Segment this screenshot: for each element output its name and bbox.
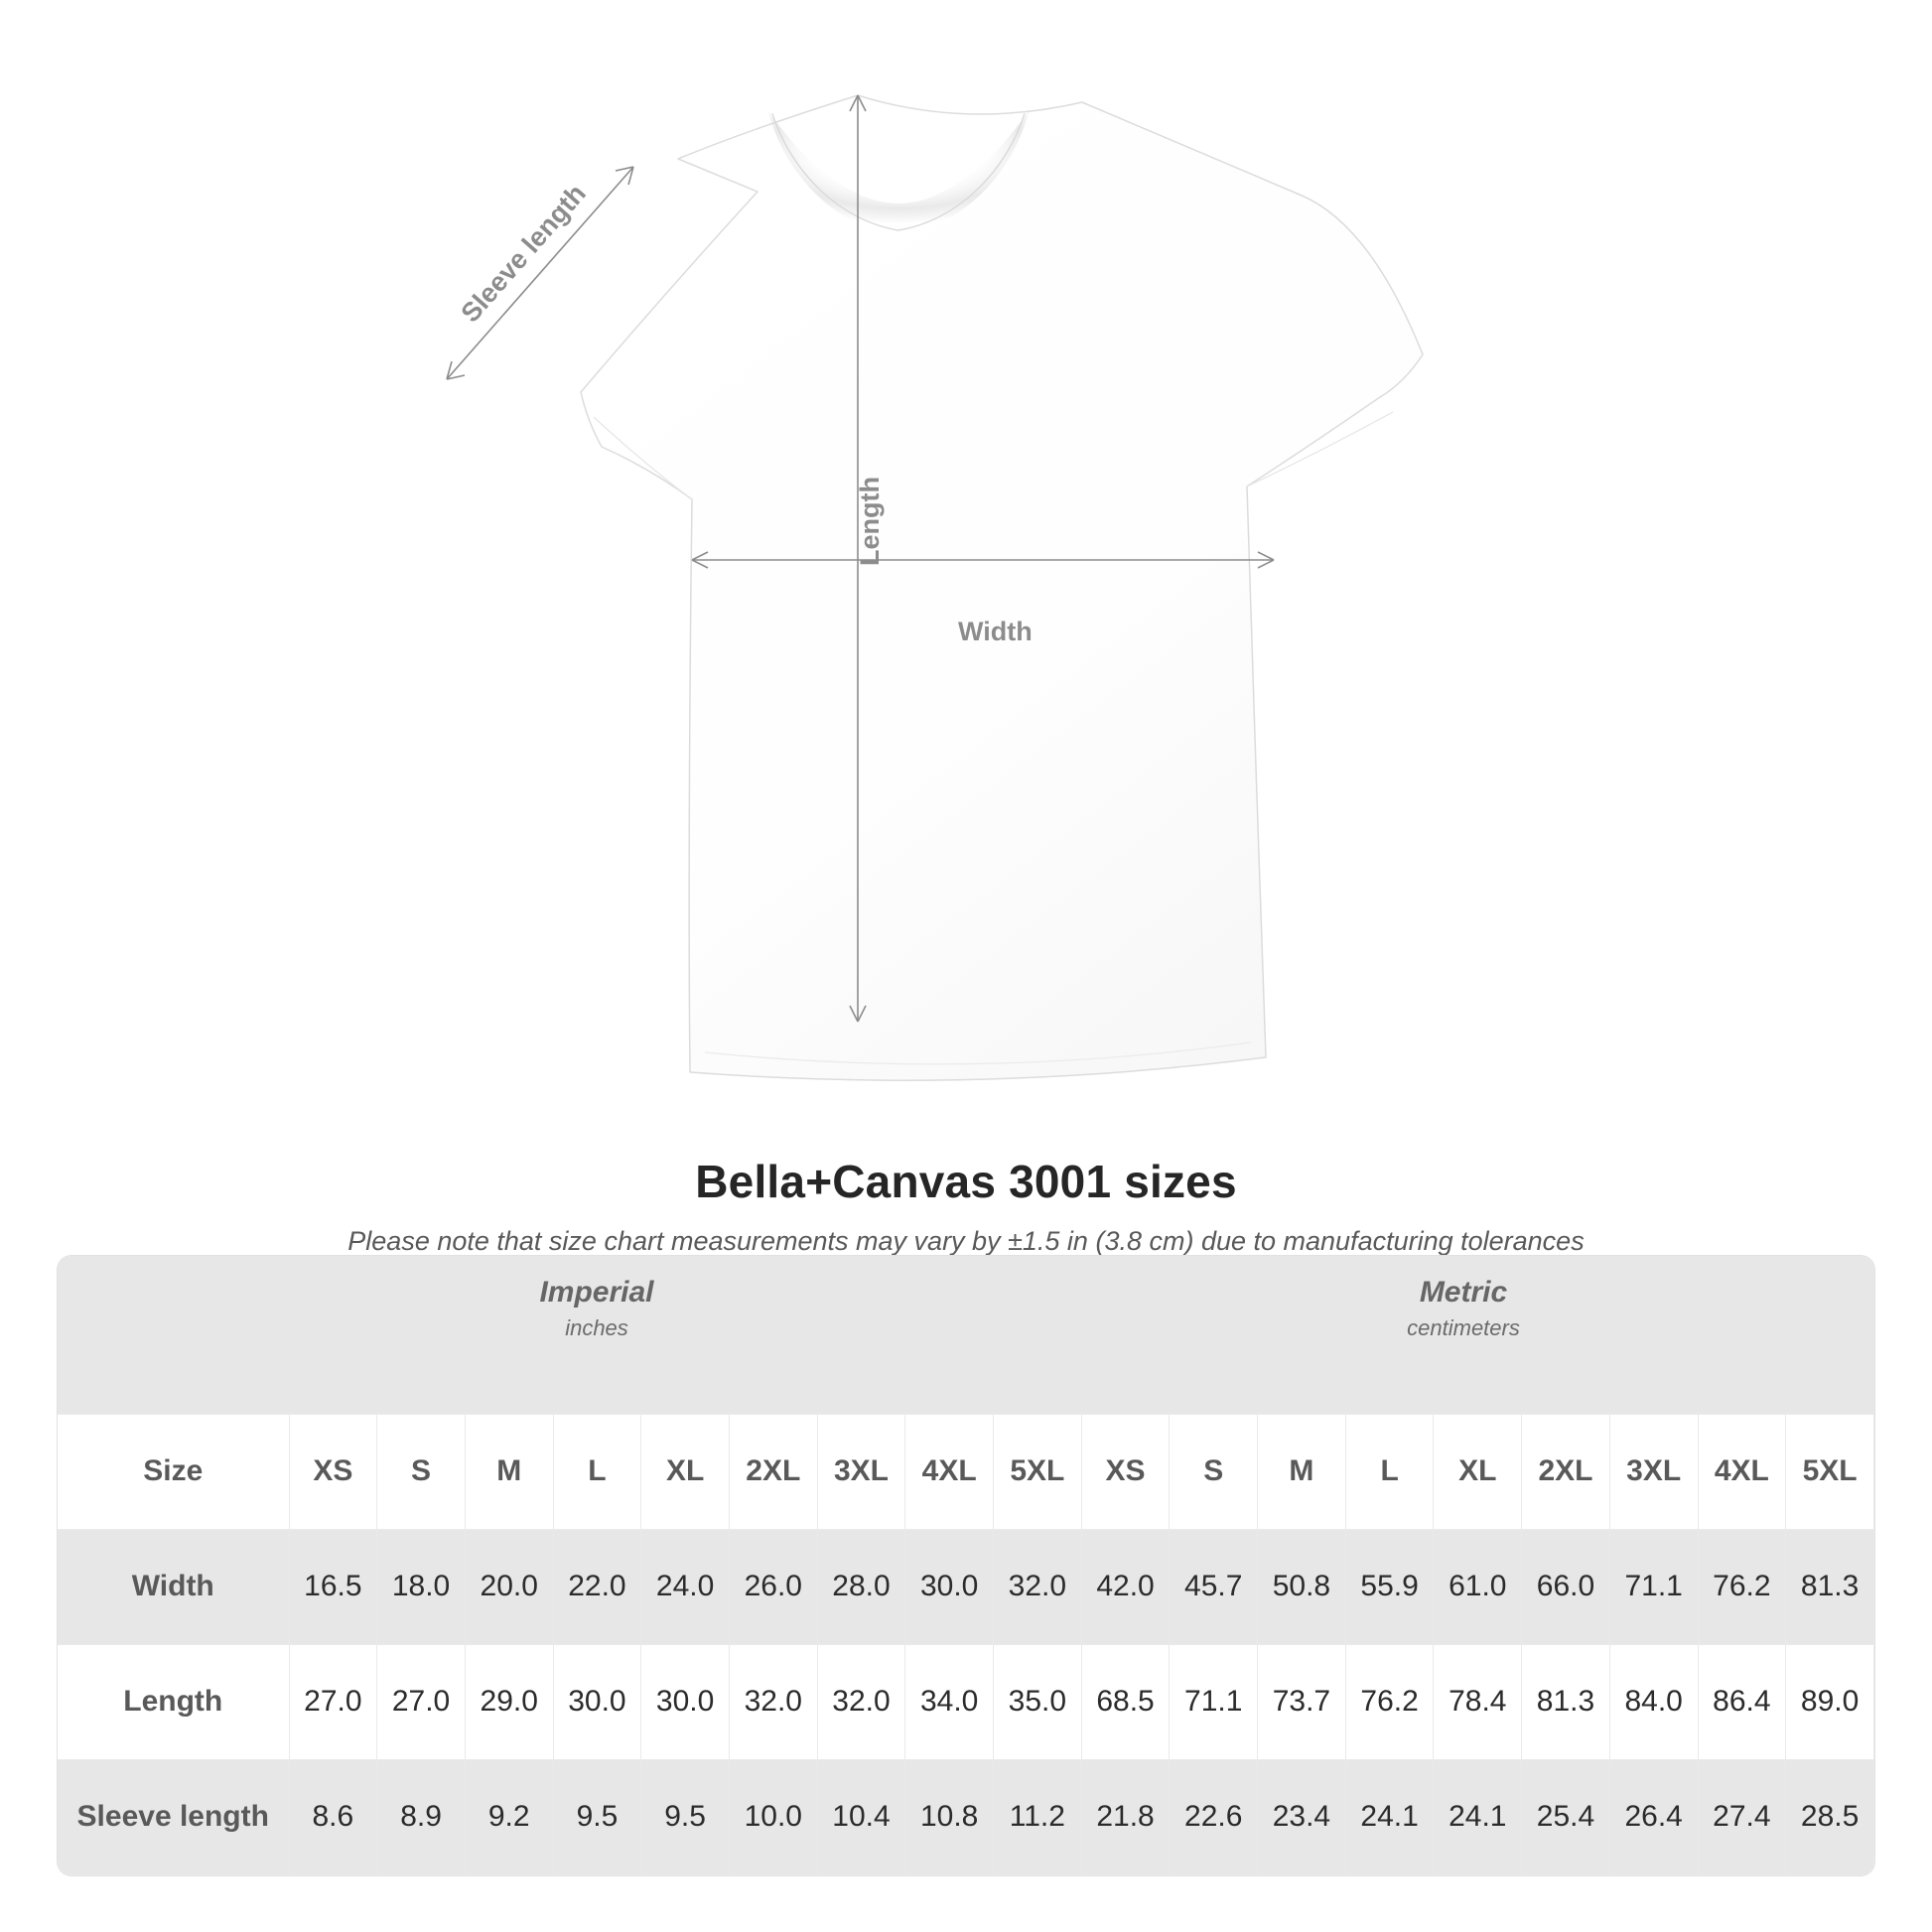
svg-text:Sleeve length: Sleeve length <box>456 179 592 329</box>
svg-text:Length: Length <box>855 477 885 566</box>
svg-text:Width: Width <box>958 617 1033 646</box>
